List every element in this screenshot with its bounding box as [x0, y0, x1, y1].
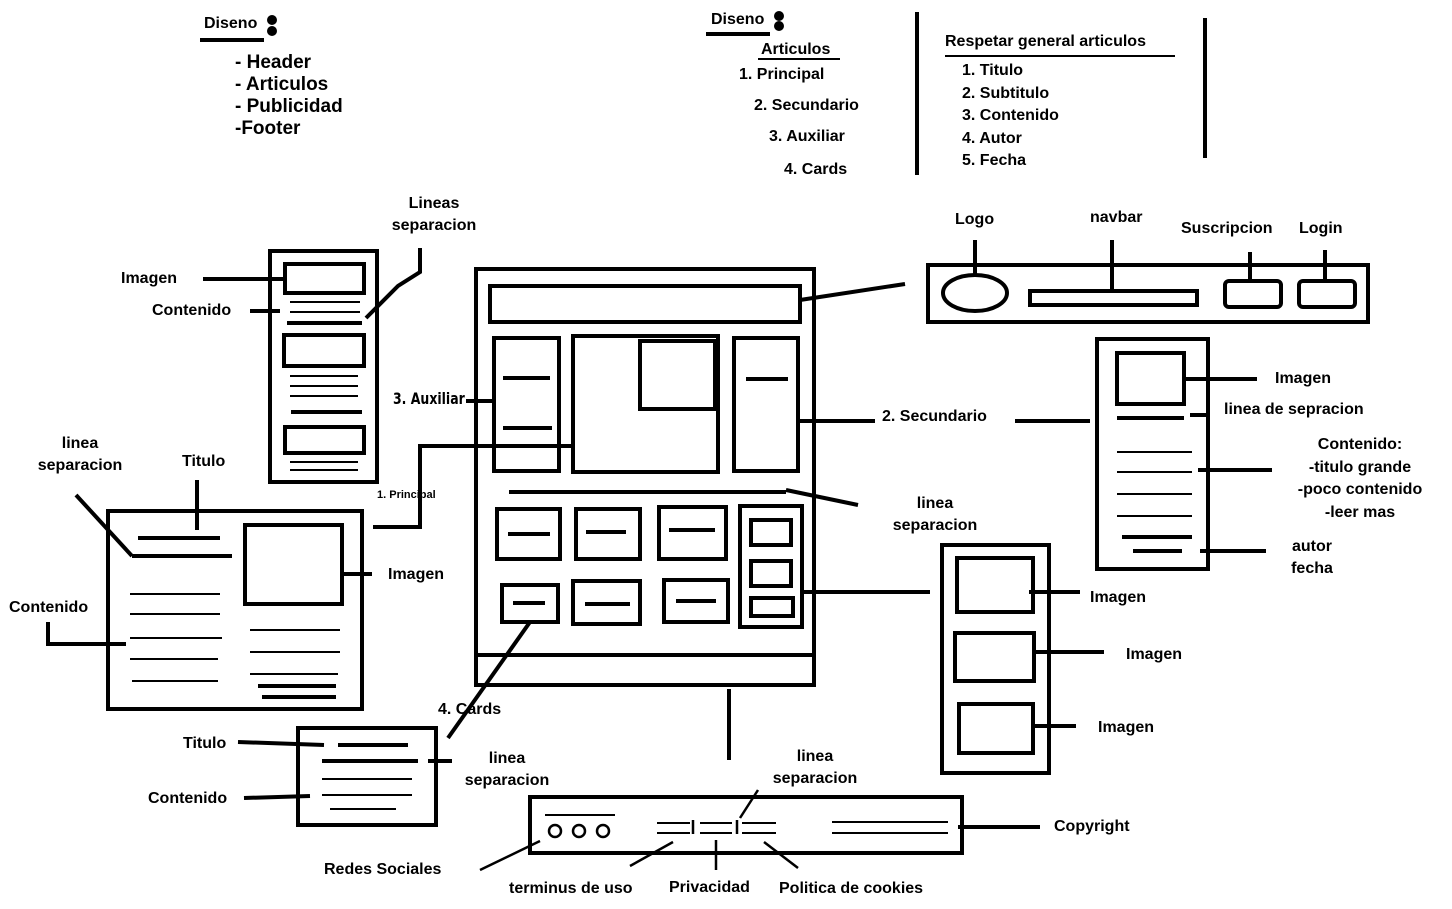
- layout-auxiliar-box: [492, 336, 561, 473]
- secundario-wireframe: [1095, 337, 1272, 571]
- layout-card: [662, 578, 730, 624]
- layout-principal-box: [571, 334, 720, 474]
- layout-separator-label: linea separacion: [892, 495, 978, 534]
- ads-wireframe: [940, 543, 1104, 775]
- main-layout-wireframe: [474, 267, 816, 687]
- layout-connectors: [373, 282, 1090, 760]
- articles-note-item: 2. Secundario: [754, 97, 859, 114]
- subscription-label: Suscripcion: [1181, 220, 1273, 237]
- article-rules-list: 1. Titulo 2. Subtitulo 3. Contenido 4. A…: [962, 60, 1059, 173]
- article-rule-item: 4. Autor: [962, 129, 1022, 147]
- ads-image-label: Imagen: [1090, 589, 1147, 606]
- layout-card: [574, 507, 642, 561]
- auxiliar-wireframe: [203, 248, 422, 484]
- card-content-label: Contenido: [148, 790, 228, 807]
- logo-label: Logo: [955, 211, 995, 228]
- article-rule-item: 3. Contenido: [962, 107, 1059, 124]
- footer-cookies-label: Politica de cookies: [779, 880, 924, 897]
- navbar-label: navbar: [1090, 209, 1143, 226]
- principal-content-label: Contenido: [9, 599, 89, 616]
- layout-ads-column: [738, 504, 804, 629]
- design-note-item: -Footer: [235, 117, 301, 139]
- principal-image-label: Imagen: [388, 566, 445, 583]
- article-rule-item: 2. Subtitulo: [962, 84, 1050, 102]
- login-label: Login: [1299, 220, 1343, 237]
- design-note-item: - Articulos: [235, 73, 329, 95]
- design-note-item: - Header: [235, 52, 312, 73]
- principal-wireframe: [46, 480, 372, 711]
- layout-auxiliar-label: 3. Auxiliar: [393, 389, 465, 408]
- secundario-author-date-label: autor fecha: [1291, 538, 1333, 577]
- principal-title-label: Titulo: [182, 453, 226, 470]
- note-decorations: [200, 11, 1207, 175]
- header-wireframe: [926, 240, 1370, 324]
- articles-note-item: 4. Cards: [784, 161, 848, 178]
- layout-card: [495, 507, 562, 561]
- footer-separator-label: linea separacion: [772, 748, 858, 787]
- footer-privacy-label: Privacidad: [669, 879, 750, 896]
- login-button-shape: [1297, 279, 1357, 309]
- design-note-item: - Publicidad: [235, 95, 343, 117]
- articles-note-subheading: Articulos: [761, 41, 831, 58]
- layout-secundario-box: [732, 336, 800, 473]
- principal-separator-label: linea separacion: [37, 435, 123, 474]
- card-title-label: Titulo: [183, 735, 227, 752]
- footer-social-label: Redes Sociales: [324, 861, 442, 878]
- logo-shape: [941, 273, 1009, 313]
- footer-copyright-label: Copyright: [1054, 818, 1130, 835]
- layout-cards-label: 4. Cards: [438, 701, 502, 718]
- articles-note-item: 1. Principal: [739, 66, 825, 83]
- ads-image-label: Imagen: [1098, 719, 1155, 736]
- auxiliar-content-label: Contenido: [152, 302, 232, 319]
- article-rules-heading: Respetar general articulos: [945, 33, 1146, 50]
- card-separator-label: linea separacion: [464, 750, 550, 789]
- design-note-heading: Diseno: [204, 15, 258, 32]
- design-note-list: - Header - Articulos - Publicidad -Foote…: [235, 52, 343, 139]
- auxiliar-separator-label: Lineas separacion: [391, 195, 477, 234]
- layout-principal-label: 1. Principal: [377, 489, 436, 501]
- secundario-separator-label: linea de sepracion: [1224, 401, 1364, 418]
- auxiliar-image-label: Imagen: [121, 270, 178, 287]
- footer-terms-label: terminus de uso: [509, 880, 633, 897]
- card-wireframe: [237, 726, 452, 827]
- secundario-image-label: Imagen: [1275, 370, 1332, 387]
- layout-header-box: [488, 284, 802, 324]
- article-rule-item: 1. Titulo: [962, 62, 1024, 79]
- article-rule-item: 5. Fecha: [962, 152, 1027, 169]
- secundario-content-label: Contenido: -titulo grande -poco contenid…: [1297, 436, 1423, 521]
- layout-secundario-label: 2. Secundario: [882, 408, 987, 425]
- articles-note-item: 3. Auxiliar: [769, 128, 845, 145]
- footer-wireframe: [479, 789, 1040, 872]
- layout-card: [571, 579, 642, 626]
- ads-image-label: Imagen: [1126, 646, 1183, 663]
- subscription-button-shape: [1223, 279, 1283, 309]
- navbar-shape: [1028, 289, 1199, 307]
- layout-card: [657, 505, 728, 561]
- articles-note-heading: Diseno: [711, 11, 765, 28]
